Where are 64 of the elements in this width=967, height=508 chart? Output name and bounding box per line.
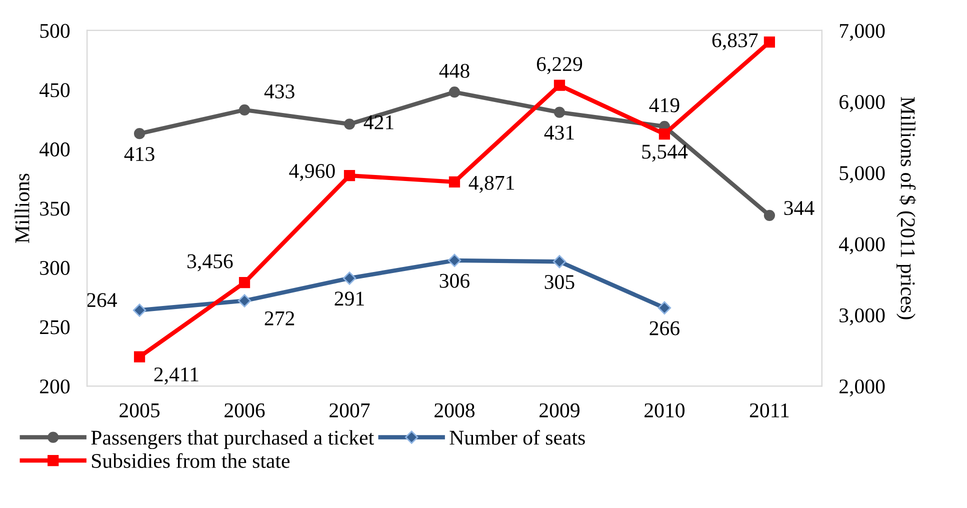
- y-axis-title: Millions: [14, 174, 30, 243]
- y2-tick-label: 5,000: [840, 166, 885, 184]
- data-label: 4,871: [468, 176, 514, 193]
- data-label: 421: [364, 115, 394, 130]
- data-label: 4,960: [289, 164, 335, 181]
- x-tick-label: 2010: [644, 403, 685, 418]
- x-tick-label: 2005: [120, 403, 160, 418]
- y2-tick-label: 4,000: [839, 237, 885, 254]
- point: [552, 255, 566, 268]
- data-label: 306: [440, 274, 470, 288]
- point: [448, 254, 462, 268]
- data-label: 433: [264, 84, 294, 98]
- data-label: 413: [124, 147, 154, 162]
- point: [238, 294, 252, 308]
- point: [238, 104, 250, 116]
- data-label: 305: [544, 275, 574, 290]
- y-tick-label: 450: [40, 83, 70, 98]
- data-label: 6,837: [712, 33, 758, 50]
- point: [448, 86, 460, 98]
- legend-label: Number of seats: [450, 430, 585, 445]
- point: [448, 176, 460, 188]
- data-label: 5,544: [642, 144, 688, 162]
- point: [344, 118, 356, 130]
- x-tick-label: 2007: [330, 403, 370, 418]
- y2-tick-label: 6,000: [840, 94, 885, 112]
- data-label: 344: [784, 201, 814, 216]
- x-tick-label: 2006: [224, 403, 265, 418]
- point: [764, 36, 776, 48]
- point: [658, 128, 670, 140]
- point: [238, 276, 250, 288]
- point: [658, 301, 672, 314]
- y2-tick-label: 2,000: [840, 379, 885, 397]
- point: [134, 351, 146, 362]
- data-label: 2,411: [154, 368, 198, 385]
- data-label: 448: [439, 64, 470, 78]
- data-label: 3,456: [188, 254, 233, 272]
- y2-tick-label: 3,000: [840, 308, 885, 326]
- point: [554, 80, 566, 91]
- y-tick-label: 300: [40, 260, 70, 275]
- point: [342, 272, 356, 285]
- point: [764, 210, 776, 221]
- x-tick-label: 2008: [434, 403, 475, 418]
- y-tick-label: 500: [40, 24, 70, 38]
- y2-axis-title: Millions of $ (2011 prices): [896, 97, 916, 320]
- data-label: 266: [650, 321, 680, 336]
- y-tick-label: 200: [40, 379, 70, 394]
- y-tick-label: 400: [40, 142, 70, 156]
- point: [132, 304, 146, 317]
- point: [554, 106, 566, 118]
- x-tick-label: 2011: [750, 403, 789, 418]
- data-label: 272: [264, 311, 294, 326]
- data-label: 264: [86, 293, 117, 308]
- data-label: 431: [544, 126, 574, 140]
- legend-label: Subsidies from the state: [92, 453, 290, 468]
- x-tick-label: 2009: [540, 403, 580, 418]
- data-label: 6,229: [536, 57, 582, 74]
- point: [134, 128, 146, 140]
- data-label: 291: [334, 292, 364, 306]
- legend-label: Passengers that purchased a ticket: [91, 430, 374, 450]
- y-tick-label: 250: [40, 320, 70, 334]
- y-tick-label: 350: [40, 202, 70, 216]
- data-label: 419: [649, 98, 680, 112]
- point: [344, 170, 356, 182]
- y2-tick-label: 7,000: [840, 24, 885, 41]
